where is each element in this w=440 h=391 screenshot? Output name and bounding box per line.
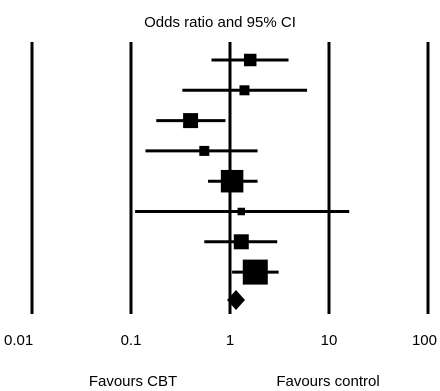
point-estimate-7 — [242, 259, 268, 285]
favours-left-label: Favours CBT — [89, 373, 177, 390]
x-axis-ticks: 0.01 0.1 1 10 100 — [4, 332, 437, 349]
point-estimate-0 — [243, 53, 257, 67]
point-estimate-1 — [239, 85, 250, 96]
point-estimate-4 — [220, 169, 244, 193]
pooled-estimate — [227, 290, 246, 310]
x-tick-label-2: 1 — [226, 332, 234, 349]
chart-title: Odds ratio and 95% CI — [144, 14, 296, 31]
x-tick-label-0: 0.01 — [4, 332, 33, 349]
point-estimate-6 — [233, 234, 249, 250]
x-tick-label-4: 100 — [412, 332, 437, 349]
favours-right-label: Favours control — [276, 373, 379, 390]
point-estimate-5 — [237, 207, 246, 216]
point-estimate-3 — [199, 145, 210, 156]
pooled-diamond — [227, 290, 246, 310]
x-tick-label-1: 0.1 — [121, 332, 142, 349]
point-estimate-2 — [183, 113, 199, 129]
x-tick-label-3: 10 — [321, 332, 338, 349]
study-estimates — [135, 53, 350, 285]
